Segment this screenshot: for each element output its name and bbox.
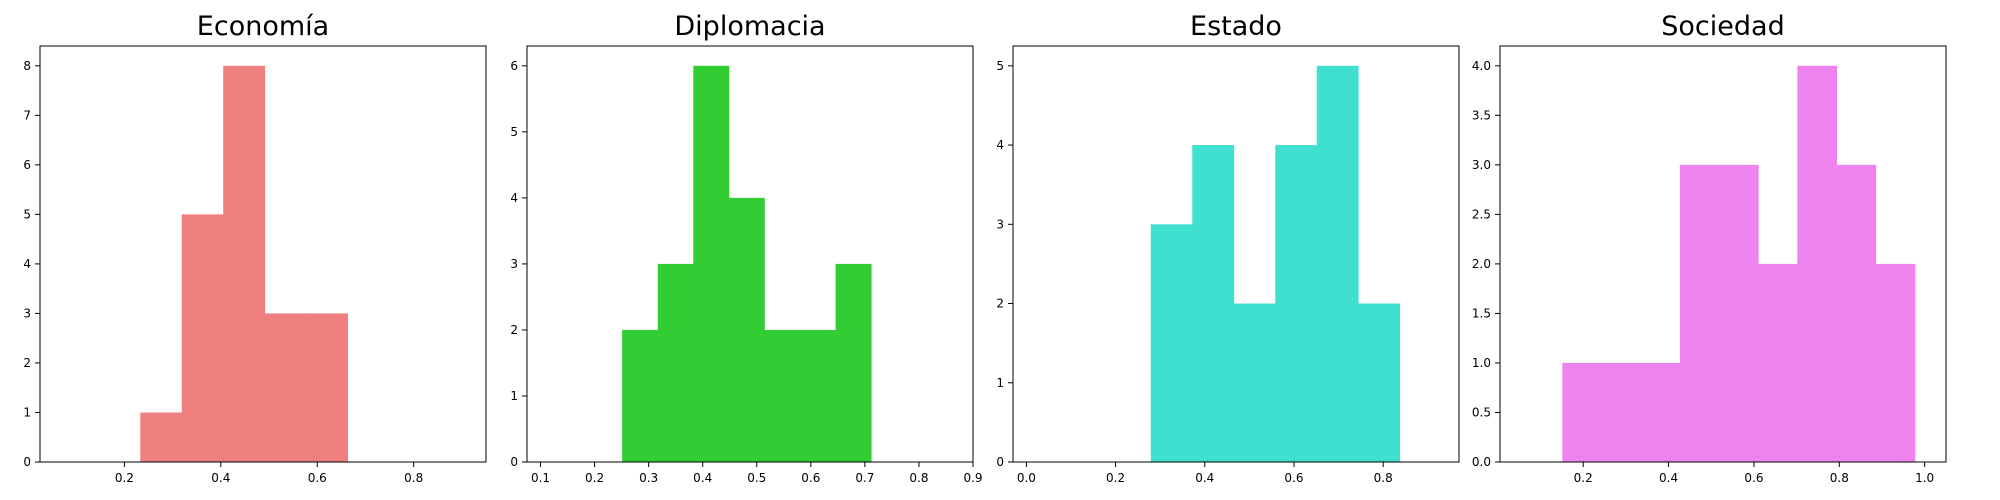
histogram-bar [657,263,694,462]
histogram-bar [1719,164,1759,463]
histogram-bar [835,263,872,462]
x-tick-label: 0.4 [211,471,230,485]
y-tick-label: 2 [996,297,1004,311]
y-tick-label: 0 [510,455,518,469]
x-tick-label: 0.2 [1574,471,1593,485]
y-tick-label: 3.0 [1472,158,1491,172]
x-tick-label: 1.0 [1915,471,1934,485]
x-tick-label: 0.3 [639,471,658,485]
y-tick-label: 0 [996,455,1004,469]
y-tick-label: 4 [996,138,1004,152]
axes-frame [1012,45,1460,463]
y-tick-label: 3 [23,306,31,320]
x-tick-label: 0.2 [115,471,134,485]
histogram-bar [264,313,307,462]
histogram-bar [1797,65,1837,462]
chart-title: Estado [1190,11,1282,42]
chart-title: Economía [197,11,329,42]
x-tick-label: 0.6 [1744,471,1763,485]
x-tick-label: 0.8 [909,471,928,485]
x-tick-label: 0.7 [855,471,874,485]
panel-economía: 0.2 0.4 0.6 0.8 0 1 2 3 4 5 6 7 8 Economía [23,11,487,485]
histogram-bar [223,65,266,462]
y-tick-label: 5 [23,207,31,221]
x-tick-label: 0.2 [1106,471,1125,485]
x-tick-label: 0.4 [693,471,712,485]
y-tick-label: 6 [23,158,31,172]
y-tick-label: 0.0 [1472,455,1491,469]
histogram-bar [1601,362,1642,462]
histogram-bar [728,197,765,462]
histogram-bar [1192,145,1235,463]
y-tick-label: 2.0 [1472,257,1491,271]
y-tick-label: 6 [510,59,518,73]
x-tick-label: 0.8 [1830,471,1849,485]
axes-frame [39,45,487,463]
y-tick-label: 3 [996,217,1004,231]
y-tick-label: 0 [23,455,31,469]
histogram-bar [1275,145,1318,463]
y-tick-label: 5 [996,59,1004,73]
histogram-bar [764,329,801,462]
axes-frame [526,45,974,463]
y-tick-label: 3.5 [1472,108,1491,122]
x-tick-label: 0.2 [585,471,604,485]
y-tick-label: 1 [23,405,31,419]
y-tick-label: 3 [510,257,518,271]
histogram-bar [306,313,349,462]
y-tick-label: 4.0 [1472,59,1491,73]
histogram-bar [1316,65,1359,462]
y-tick-label: 8 [23,59,31,73]
y-tick-label: 7 [23,108,31,122]
histogram-bar [1679,164,1720,463]
histogram-bar [181,214,224,462]
panel-sociedad: 0.2 0.4 0.6 0.8 1.0 0.0 0.5 1.0 1.5 2.0 2.5 3.0 3.5 4… [1472,11,1947,485]
y-tick-label: 4 [510,191,518,205]
histogram-bar [1640,362,1681,462]
x-tick-label: 0.4 [1659,471,1678,485]
y-tick-label: 0.5 [1472,405,1491,419]
histogram-bar [140,412,183,462]
x-tick-label: 0.4 [1195,471,1214,485]
histogram-bar [693,65,730,462]
histogram-bar [1758,263,1798,462]
x-tick-label: 0.8 [404,471,423,485]
x-tick-label: 0.6 [801,471,820,485]
histogram-bar [1233,303,1276,462]
histogram-bar [1836,164,1877,463]
y-tick-label: 2 [510,323,518,337]
y-tick-label: 1 [996,376,1004,390]
histogram-bar [1150,224,1193,462]
panel-diplomacia: 0.1 0.2 0.3 0.4 0.5 0.6 0.7 0.8 0.9 0 1 2 3 4 5 6 Diplom… [510,11,982,485]
x-tick-label: 0.0 [1017,471,1036,485]
chart-title: Diplomacia [674,11,825,42]
histogram-bar [1358,303,1401,462]
panel-estado: 0.0 0.2 0.4 0.6 0.8 0 1 2 3 4 5 Estado [996,11,1460,485]
x-tick-label: 0.6 [308,471,327,485]
axes-frame [1499,45,1947,463]
x-tick-label: 0.1 [531,471,550,485]
y-tick-label: 2.5 [1472,207,1491,221]
x-tick-label: 0.6 [1284,471,1303,485]
y-tick-label: 1.0 [1472,356,1491,370]
histogram-bar [1562,362,1602,462]
y-tick-label: 1.5 [1472,306,1491,320]
histogram-bar [800,329,836,462]
y-tick-label: 2 [23,356,31,370]
x-tick-label: 0.8 [1374,471,1393,485]
histogram-bar [1875,263,1916,462]
x-tick-label: 0.9 [963,471,982,485]
y-tick-label: 5 [510,125,518,139]
histogram-bar [622,329,659,462]
x-tick-label: 0.5 [747,471,766,485]
y-tick-label: 4 [23,257,31,271]
y-tick-label: 1 [510,389,518,403]
chart-title: Sociedad [1661,11,1784,42]
